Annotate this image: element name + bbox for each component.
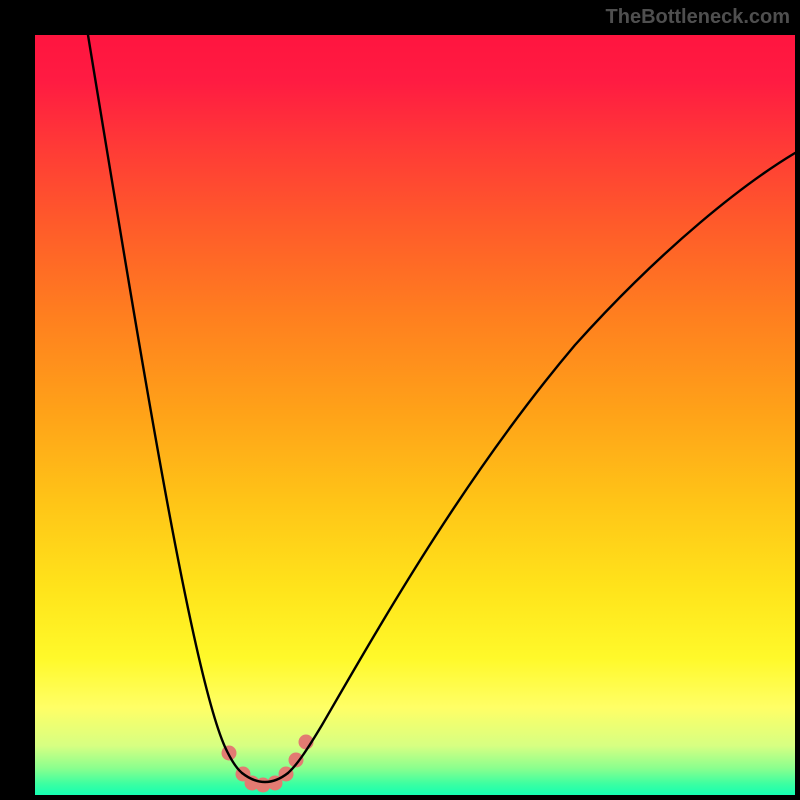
watermark-text: TheBottleneck.com <box>606 6 790 29</box>
bottleneck-curve <box>88 35 242 773</box>
bottleneck-curve <box>288 153 795 773</box>
canvas: TheBottleneck.com <box>0 0 800 800</box>
curve-overlay <box>35 35 795 795</box>
plot-area <box>35 35 795 795</box>
